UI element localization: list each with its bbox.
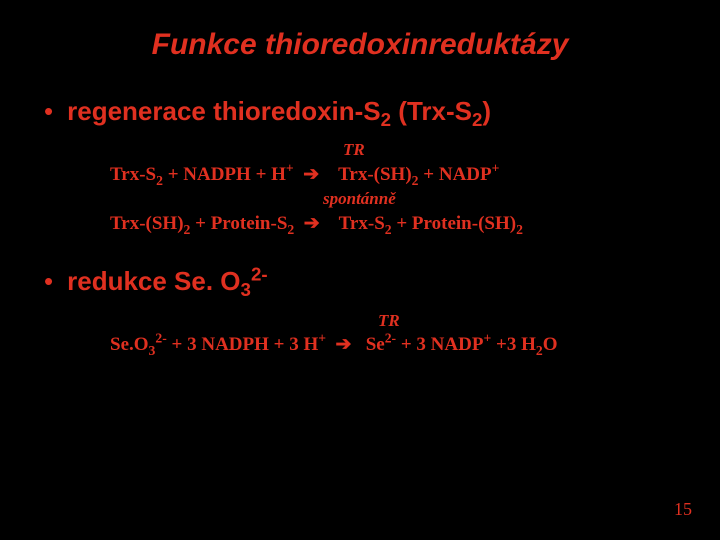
reaction-3: Se.O32- + 3 NADPH + 3 H+ ➔ Se2- + 3 NADP… <box>110 332 680 358</box>
r3-d: + 3 NADPH + 3 H <box>167 334 318 355</box>
r3-a: Se.O <box>110 334 149 355</box>
r1-f: 2 <box>412 173 419 188</box>
bullet-dot-2: • <box>44 266 53 297</box>
r1-h: + <box>492 161 500 176</box>
bullet1-part2: (Trx-S <box>391 96 472 126</box>
bullet-regenerace: • regenerace thioredoxin-S2 (Trx-S2) <box>40 96 680 127</box>
r1-g: + NADP <box>419 164 492 185</box>
r1-c: + NADPH + H <box>163 164 286 185</box>
r2-d: 2 <box>287 222 294 237</box>
r2-a: Trx-(SH) <box>110 213 184 234</box>
r2-e: Trx-S <box>339 213 385 234</box>
page-number: 15 <box>674 499 692 520</box>
reaction-2: Trx-(SH)2 + Protein-S2 ➔ Trx-S2 + Protei… <box>110 211 680 237</box>
r3-f: Se <box>366 334 385 355</box>
reaction-1: Trx-S2 + NADPH + H+ ➔ Trx-(SH)2 + NADP+ <box>110 162 680 188</box>
arrow-2: ➔ <box>304 213 320 234</box>
r3-l: O <box>543 334 558 355</box>
slide-title: Funkce thioredoxinreduktázy <box>40 28 680 62</box>
bullet1-part3: ) <box>482 96 491 126</box>
catalyst-spont: spontánně <box>110 188 680 211</box>
bullet2-part1: redukce Se. O <box>67 266 240 296</box>
bullet-redukce: • redukce Se. O32- <box>40 266 680 297</box>
bullet2-sub: 3 <box>241 280 251 301</box>
bullet-text: regenerace thioredoxin-S2 (Trx-S2) <box>67 96 491 127</box>
r3-j: +3 H <box>491 334 536 355</box>
r2-g: + Protein-(SH) <box>392 213 516 234</box>
arrow-1: ➔ <box>303 164 319 185</box>
bullet1-sub1: 2 <box>381 109 391 130</box>
r3-h: + 3 NADP <box>396 334 483 355</box>
r3-e: + <box>318 331 326 346</box>
r3-c: 2- <box>155 331 166 346</box>
equation-block-2: TR Se.O32- + 3 NADPH + 3 H+ ➔ Se2- + 3 N… <box>110 310 680 359</box>
r1-a: Trx-S <box>110 164 156 185</box>
slide: Funkce thioredoxinreduktázy • regenerace… <box>0 0 720 540</box>
r3-g: 2- <box>385 331 396 346</box>
bullet-text-2: redukce Se. O32- <box>67 266 267 297</box>
catalyst-tr-2: TR <box>110 310 680 333</box>
r2-c: + Protein-S <box>190 213 287 234</box>
r1-d: + <box>286 161 294 176</box>
r2-h: 2 <box>516 222 523 237</box>
r1-e: Trx-(SH) <box>338 164 412 185</box>
r2-f: 2 <box>385 222 392 237</box>
bullet1-part1: regenerace thioredoxin-S <box>67 96 381 126</box>
arrow-3: ➔ <box>336 334 352 355</box>
bullet2-sup: 2- <box>251 264 268 285</box>
equation-block-1: TR Trx-S2 + NADPH + H+ ➔ Trx-(SH)2 + NAD… <box>110 139 680 236</box>
r3-k: 2 <box>536 343 543 358</box>
bullet-dot: • <box>44 96 53 127</box>
r1-b: 2 <box>156 173 163 188</box>
catalyst-tr-1: TR <box>110 139 680 162</box>
bullet1-sub2: 2 <box>472 109 482 130</box>
